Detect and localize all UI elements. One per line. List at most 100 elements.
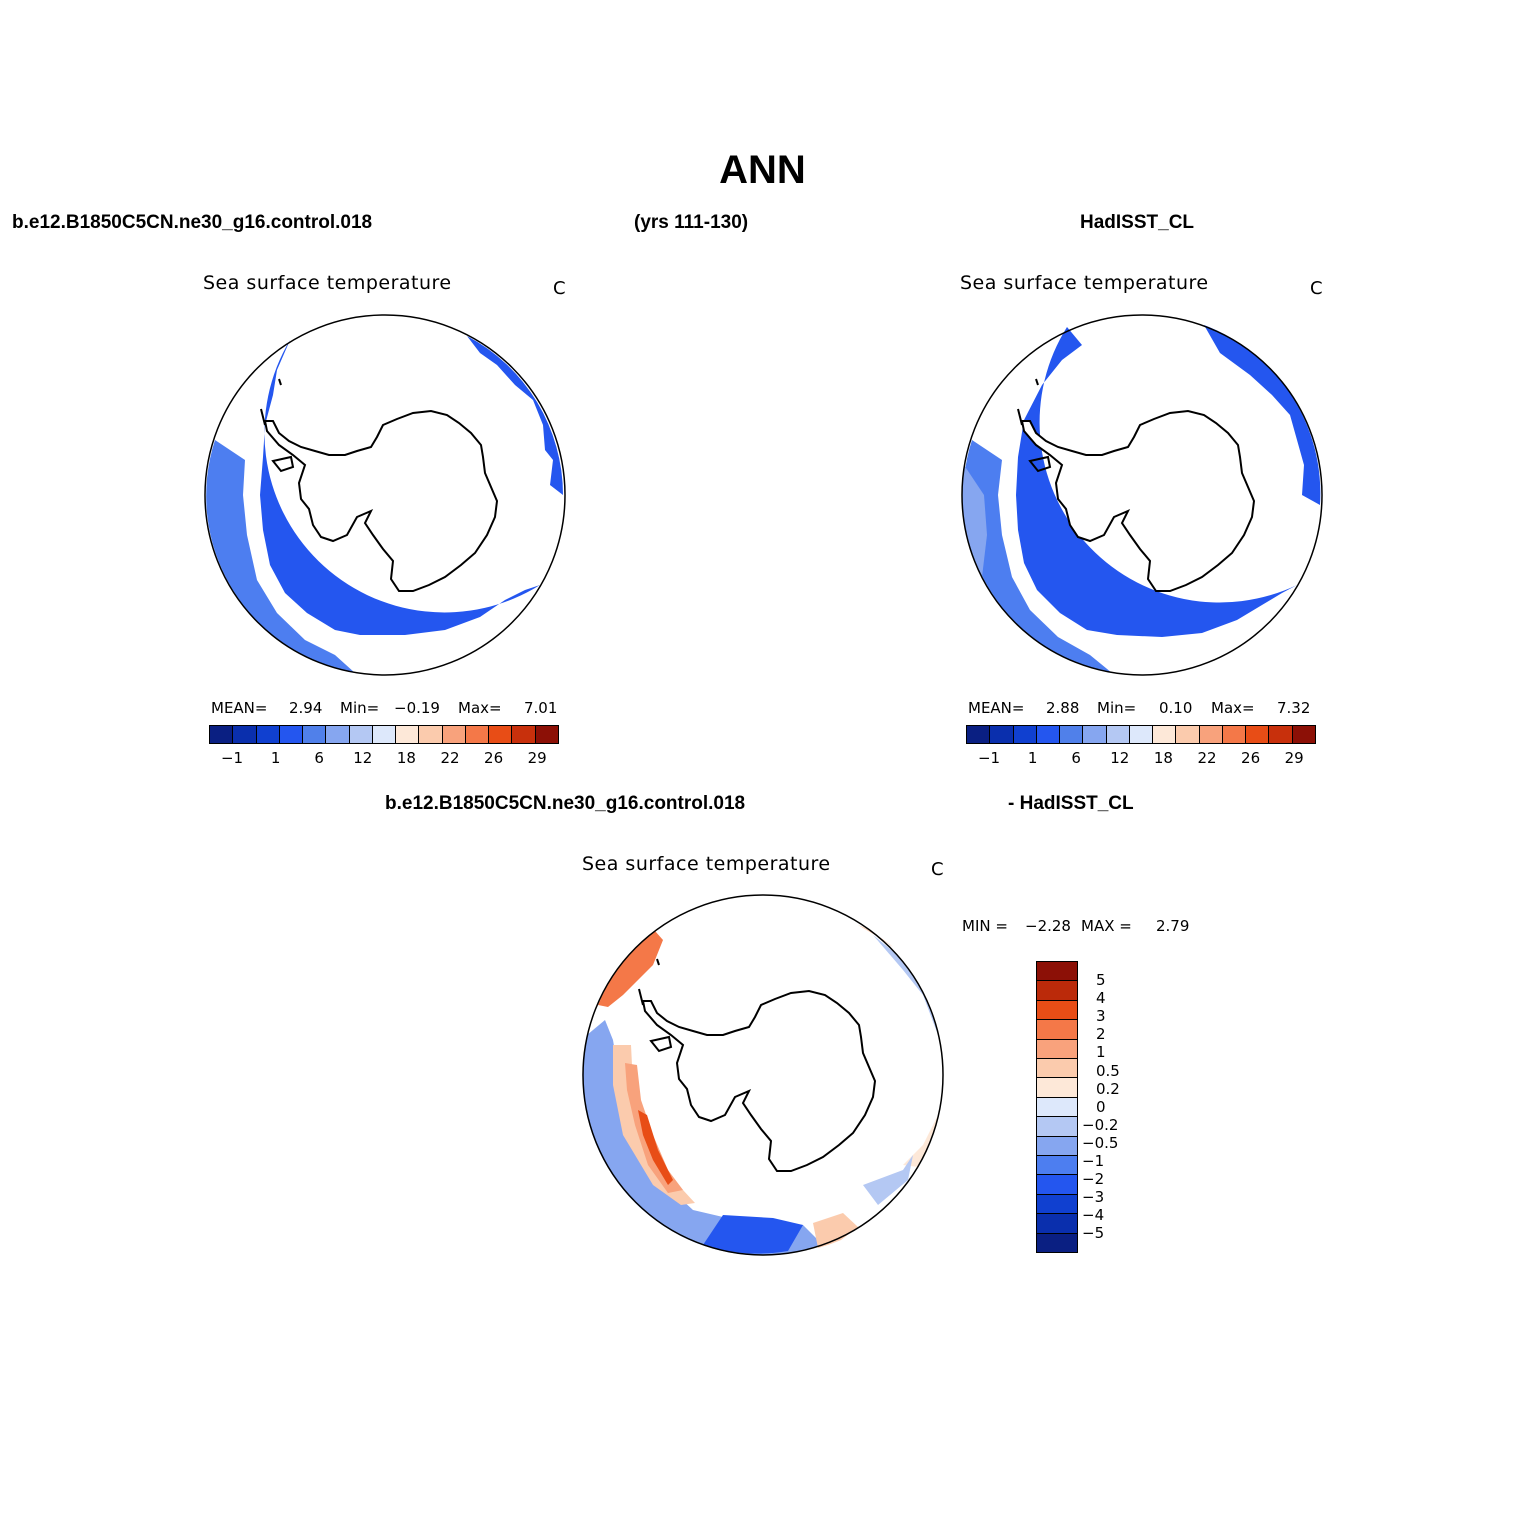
diff-max-value: 2.79 — [1156, 917, 1190, 935]
diff-panel-units: C — [931, 859, 944, 880]
years-label: (yrs 111-130) — [634, 212, 749, 233]
case-name-label: b.e12.B1850C5CN.ne30_g16.control.018 — [12, 212, 373, 233]
colorbar-tick-label: 26 — [484, 749, 504, 767]
colorbar-box — [1037, 1097, 1077, 1118]
colorbar-box — [535, 726, 558, 743]
colorbar-tick-label: 12 — [353, 749, 373, 767]
colorbar-tick-label: −5 — [1082, 1224, 1105, 1243]
obs-sst-map — [961, 314, 1323, 676]
obs-panel-units: C — [1310, 278, 1323, 299]
obs-min-value: 0.10 — [1159, 699, 1193, 717]
diff-sst-map — [582, 894, 944, 1256]
colorbar-tick-label: 29 — [527, 749, 547, 767]
colorbar-box — [279, 726, 304, 743]
colorbar-tick-label: 6 — [1071, 749, 1081, 767]
model-panel-units: C — [553, 278, 566, 299]
model-panel-title: Sea surface temperature — [203, 272, 452, 294]
diff-min-value: −2.28 — [1025, 917, 1071, 935]
colorbar-tick-label: −2 — [1082, 1170, 1105, 1189]
colorbar-tick-label: −4 — [1082, 1206, 1105, 1225]
colorbar-box — [233, 726, 257, 743]
colorbar-box — [1037, 981, 1077, 1001]
diff-max-label: MAX = — [1081, 917, 1132, 935]
colorbar-tick-label: 3 — [1096, 1007, 1106, 1026]
colorbar-tick-label: 18 — [1153, 749, 1173, 767]
colorbar-tick-label: 2 — [1096, 1025, 1106, 1044]
colorbar-box — [1246, 726, 1270, 743]
colorbar-tick-label: 26 — [1241, 749, 1261, 767]
model-max-value: 7.01 — [524, 699, 558, 717]
colorbar-box — [1269, 726, 1293, 743]
colorbar-box — [1037, 1078, 1077, 1098]
obs-colorbar — [966, 725, 1316, 744]
colorbar-box — [1037, 1136, 1077, 1157]
colorbar-tick-label: −0.2 — [1082, 1115, 1119, 1134]
colorbar-box — [1153, 726, 1177, 743]
model-min-value: −0.19 — [394, 699, 440, 717]
colorbar-tick-label: 0.5 — [1096, 1061, 1120, 1080]
diff-case-label: b.e12.B1850C5CN.ne30_g16.control.018 — [385, 793, 746, 814]
diff-panel-title: Sea surface temperature — [582, 853, 831, 875]
diff-obs-label: - HadISST_CL — [1008, 793, 1134, 814]
colorbar-tick-label: 22 — [440, 749, 460, 767]
colorbar-box — [326, 726, 350, 743]
colorbar-box — [1037, 1059, 1077, 1079]
colorbar-tick-label: 1 — [1027, 749, 1038, 767]
colorbar-box — [1037, 1194, 1077, 1215]
colorbar-tick-label: 4 — [1096, 989, 1106, 1008]
colorbar-box — [990, 726, 1014, 743]
colorbar-box — [1037, 1214, 1077, 1234]
figure-title: ANN — [719, 148, 806, 192]
model-colorbar — [209, 725, 559, 744]
colorbar-box — [1036, 726, 1061, 743]
colorbar-box — [349, 726, 373, 743]
colorbar-tick-label: 1 — [1096, 1043, 1106, 1062]
colorbar-box — [1037, 1000, 1077, 1021]
colorbar-tick-label: 18 — [396, 749, 416, 767]
colorbar-box — [1037, 1233, 1077, 1253]
obs-max-label: Max= — [1211, 699, 1255, 717]
diff-colorbar — [1036, 961, 1078, 1253]
colorbar-tick-label: 29 — [1284, 749, 1304, 767]
colorbar-box — [1060, 726, 1084, 743]
colorbar-box — [210, 726, 234, 743]
obs-mean-value: 2.88 — [1046, 699, 1080, 717]
colorbar-tick-label: −1 — [977, 749, 1001, 767]
model-mean-label: MEAN= — [211, 699, 268, 717]
model-sst-map — [204, 314, 566, 676]
obs-panel-title: Sea surface temperature — [960, 272, 1209, 294]
colorbar-tick-label: 0.2 — [1096, 1079, 1120, 1098]
colorbar-box — [442, 726, 466, 743]
colorbar-box — [256, 726, 280, 743]
colorbar-tick-label: 22 — [1197, 749, 1217, 767]
colorbar-box — [1129, 726, 1154, 743]
colorbar-box — [1292, 726, 1315, 743]
model-min-label: Min= — [340, 699, 380, 717]
colorbar-box — [489, 726, 513, 743]
model-max-label: Max= — [458, 699, 502, 717]
colorbar-box — [1037, 1020, 1077, 1040]
colorbar-box — [1037, 1039, 1077, 1060]
colorbar-tick-label: −1 — [220, 749, 244, 767]
colorbar-box — [396, 726, 420, 743]
obs-name-label: HadISST_CL — [1080, 212, 1195, 233]
colorbar-tick-label: 5 — [1096, 971, 1106, 989]
colorbar-tick-label: 12 — [1110, 749, 1130, 767]
colorbar-box — [1106, 726, 1130, 743]
obs-min-label: Min= — [1097, 699, 1137, 717]
colorbar-box — [372, 726, 397, 743]
colorbar-box — [967, 726, 991, 743]
colorbar-box — [1037, 962, 1077, 982]
colorbar-box — [1083, 726, 1107, 743]
colorbar-box — [1013, 726, 1037, 743]
diff-min-label: MIN = — [962, 917, 1008, 935]
obs-max-value: 7.32 — [1277, 699, 1311, 717]
colorbar-box — [419, 726, 443, 743]
colorbar-box — [1199, 726, 1223, 743]
colorbar-box — [1037, 1156, 1077, 1176]
colorbar-box — [1037, 1117, 1077, 1137]
colorbar-tick-label: 6 — [314, 749, 324, 767]
colorbar-box — [465, 726, 490, 743]
colorbar-tick-label: −0.5 — [1082, 1133, 1119, 1152]
colorbar-box — [512, 726, 536, 743]
